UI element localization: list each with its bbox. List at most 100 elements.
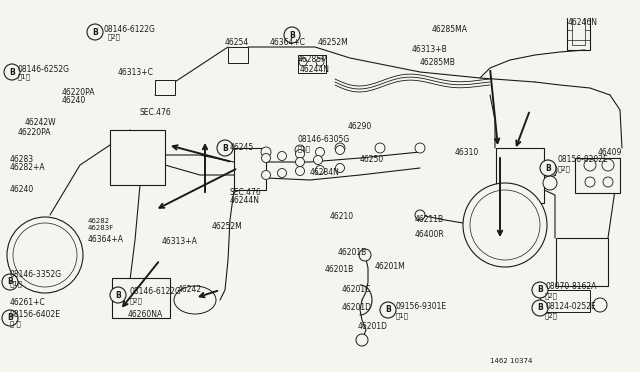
Text: 〈1〉: 〈1〉: [396, 312, 409, 318]
Circle shape: [7, 217, 83, 293]
Circle shape: [543, 176, 557, 190]
Ellipse shape: [174, 286, 216, 314]
Circle shape: [2, 310, 18, 326]
Circle shape: [584, 159, 596, 171]
Circle shape: [296, 150, 305, 158]
Text: 〈2〉: 〈2〉: [558, 165, 571, 171]
Text: 46220PA: 46220PA: [62, 88, 95, 97]
FancyBboxPatch shape: [556, 238, 608, 286]
Circle shape: [262, 170, 271, 180]
Circle shape: [4, 64, 20, 80]
Text: 46364+A: 46364+A: [88, 235, 124, 244]
Circle shape: [13, 223, 77, 287]
Text: SEC.476: SEC.476: [230, 188, 262, 197]
Circle shape: [314, 155, 323, 164]
Text: 46240: 46240: [10, 185, 35, 194]
Text: 46242W: 46242W: [25, 118, 56, 127]
Text: 46220PA: 46220PA: [18, 128, 51, 137]
FancyBboxPatch shape: [540, 290, 590, 312]
Circle shape: [532, 300, 548, 316]
FancyBboxPatch shape: [234, 148, 266, 190]
Text: 46244N: 46244N: [230, 196, 260, 205]
Text: SEC.476: SEC.476: [140, 108, 172, 117]
Text: 46261+C: 46261+C: [10, 298, 45, 307]
Text: 〈1〉: 〈1〉: [18, 73, 31, 80]
Text: 〈 〉: 〈 〉: [10, 320, 20, 327]
Text: 〈2〉: 〈2〉: [108, 33, 121, 39]
Circle shape: [375, 143, 385, 153]
Text: 46409: 46409: [598, 148, 622, 157]
Text: B: B: [115, 291, 121, 299]
Text: 08156-6402E: 08156-6402E: [10, 310, 61, 319]
Text: 46285M: 46285M: [298, 55, 329, 64]
Text: B: B: [7, 314, 13, 323]
Text: 46211B: 46211B: [415, 215, 444, 224]
Circle shape: [593, 298, 607, 312]
Text: 46400R: 46400R: [415, 230, 445, 239]
Text: 08070-8162A: 08070-8162A: [545, 282, 596, 291]
Text: 〈2〉: 〈2〉: [545, 292, 558, 299]
Text: 08146-3352G: 08146-3352G: [10, 270, 62, 279]
Circle shape: [335, 145, 344, 154]
Text: 46364+C: 46364+C: [270, 38, 306, 47]
Text: 46250: 46250: [360, 155, 384, 164]
Circle shape: [87, 24, 103, 40]
Text: 46260NA: 46260NA: [128, 310, 163, 319]
Text: B: B: [537, 304, 543, 312]
Text: 46282
46283F: 46282 46283F: [88, 218, 115, 231]
Circle shape: [335, 143, 345, 153]
Circle shape: [543, 163, 557, 177]
Circle shape: [261, 147, 271, 157]
Text: 46284N: 46284N: [310, 168, 340, 177]
Circle shape: [278, 151, 287, 160]
Text: 46252M: 46252M: [318, 38, 349, 47]
Circle shape: [415, 210, 425, 220]
Text: 08146-6252G: 08146-6252G: [18, 65, 70, 74]
Circle shape: [316, 148, 324, 157]
Text: 46283: 46283: [10, 155, 34, 164]
Text: 1462 10374: 1462 10374: [490, 358, 532, 364]
Circle shape: [335, 164, 344, 173]
Circle shape: [532, 282, 548, 298]
Text: 46313+A: 46313+A: [162, 237, 198, 246]
Circle shape: [380, 302, 396, 318]
Text: B: B: [289, 31, 295, 39]
Text: 08146-6122G: 08146-6122G: [130, 287, 182, 296]
Text: 〈2〉: 〈2〉: [130, 297, 143, 304]
Text: B: B: [537, 285, 543, 295]
Circle shape: [296, 167, 305, 176]
Circle shape: [299, 58, 307, 66]
Text: B: B: [7, 278, 13, 286]
Circle shape: [316, 166, 324, 174]
Circle shape: [262, 154, 271, 163]
Text: 46285MB: 46285MB: [420, 58, 456, 67]
FancyBboxPatch shape: [298, 55, 326, 73]
Text: 46201B: 46201B: [325, 265, 355, 274]
Text: 46252M: 46252M: [212, 222, 243, 231]
Text: B: B: [385, 305, 391, 314]
Text: 46282+A: 46282+A: [10, 163, 45, 172]
Text: 46285MA: 46285MA: [432, 25, 468, 34]
Text: 08124-0252E: 08124-0252E: [545, 302, 596, 311]
Text: B: B: [545, 164, 551, 173]
Circle shape: [585, 177, 595, 187]
Circle shape: [295, 145, 305, 155]
Text: B: B: [9, 67, 15, 77]
FancyBboxPatch shape: [496, 148, 544, 203]
Circle shape: [217, 140, 233, 156]
Circle shape: [463, 183, 547, 267]
Text: B: B: [222, 144, 228, 153]
Text: 08146-6122G: 08146-6122G: [103, 25, 155, 34]
Text: 46290: 46290: [348, 122, 372, 131]
Text: 46201B: 46201B: [338, 248, 367, 257]
FancyBboxPatch shape: [228, 47, 248, 63]
Text: 46201C: 46201C: [342, 285, 371, 294]
Text: 46201M: 46201M: [375, 262, 406, 271]
Text: 46310: 46310: [455, 148, 479, 157]
Text: 〈2〉: 〈2〉: [545, 312, 558, 318]
Text: 46240: 46240: [62, 96, 86, 105]
Circle shape: [356, 334, 368, 346]
Text: 46245: 46245: [230, 143, 254, 152]
Circle shape: [603, 177, 613, 187]
Circle shape: [540, 160, 556, 176]
